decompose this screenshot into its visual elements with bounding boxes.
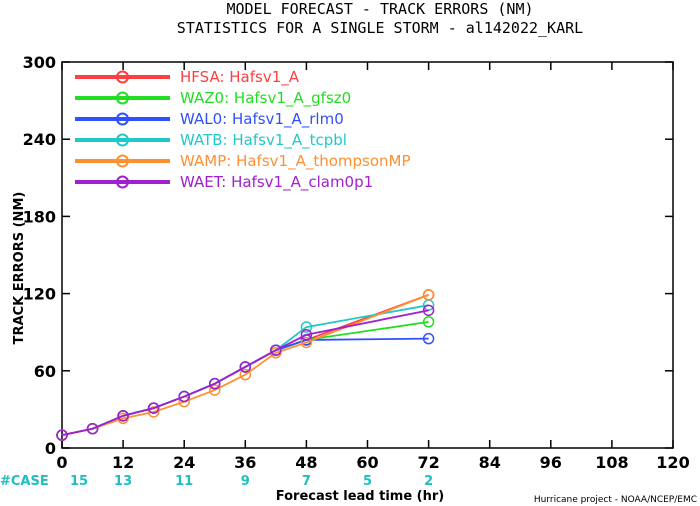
legend-entry-label: WAL0: Hafsv1_A_rlm0 (180, 110, 344, 129)
case-count: 2 (424, 474, 433, 489)
data-point (56, 429, 68, 441)
legend-swatch-marker (116, 133, 129, 147)
legend-swatch-marker (116, 154, 129, 168)
data-point (422, 304, 435, 317)
x-tick-label: 0 (56, 453, 67, 472)
y-tick-label: 240 (23, 130, 56, 149)
y-tick-label: 60 (34, 362, 56, 381)
data-point (422, 316, 435, 328)
chart-subtitle: STATISTICS FOR A SINGLE STORM - al142022… (177, 19, 583, 37)
legend-entry-label: WAET: Hafsv1_A_clam0p1 (180, 173, 373, 192)
x-tick-label: 96 (540, 453, 562, 472)
chart-title: MODEL FORECAST - TRACK ERRORS (NM) (226, 0, 533, 18)
legend-swatch-marker (116, 91, 129, 105)
series-line-5 (61, 309, 429, 437)
case-label: #CASE (0, 474, 49, 489)
x-tick-label: 108 (595, 453, 628, 472)
y-tick-label: 180 (23, 207, 56, 226)
case-count: 7 (302, 474, 311, 489)
data-point (147, 406, 160, 418)
x-tick-label: 60 (356, 453, 378, 472)
data-point (86, 422, 99, 435)
data-point (300, 329, 313, 341)
x-tick-label: 24 (173, 453, 195, 472)
data-point (270, 344, 282, 356)
x-tick-label: 36 (234, 453, 256, 472)
legend-entry-label: WAMP: Hafsv1_A_thompsonMP (180, 152, 411, 171)
case-count: 15 (70, 474, 88, 489)
plot-area: 0 12 24 36 48 60 72 84 96 108 120060120180240300HF… (0, 53, 690, 489)
y-axis-label: TRACK ERRORS (NM) (12, 192, 27, 345)
case-count: 13 (114, 474, 132, 489)
data-point (117, 410, 129, 422)
y-tick-label: 300 (23, 53, 56, 72)
credit-text: Hurricane project - NOAA/NCEP/EMC (534, 495, 697, 505)
legend-entry-label: WATB: Hafsv1_A_tcpbl (180, 131, 347, 150)
data-point (147, 402, 160, 414)
data-point (422, 289, 435, 301)
x-tick-label: 12 (112, 453, 134, 472)
data-point (209, 384, 221, 396)
case-count: 5 (363, 474, 372, 489)
legend-entry-label: HFSA: Hafsv1_A (180, 68, 300, 87)
x-tick-label: 72 (417, 453, 439, 472)
data-point (239, 361, 252, 373)
case-count: 11 (175, 474, 193, 489)
x-axis-label: Forecast lead time (hr) (276, 489, 444, 504)
series-line-4 (61, 294, 429, 437)
data-point (239, 368, 252, 381)
y-tick-label: 0 (45, 439, 56, 458)
x-tick-label: 120 (656, 453, 689, 472)
legend-swatch-marker (116, 112, 129, 126)
data-point (300, 321, 313, 333)
case-count: 9 (241, 474, 250, 489)
legend-entry-label: WAZ0: Hafsv1_A_gfsz0 (180, 89, 351, 108)
legend-swatch-marker (116, 175, 129, 189)
x-tick-label: 84 (479, 453, 501, 472)
data-point (178, 390, 190, 403)
legend-swatch-marker (116, 70, 129, 84)
data-point (422, 332, 435, 345)
data-point (209, 377, 221, 390)
x-tick-label: 48 (295, 453, 317, 472)
data-point (300, 336, 313, 349)
y-tick-label: 120 (23, 285, 56, 304)
